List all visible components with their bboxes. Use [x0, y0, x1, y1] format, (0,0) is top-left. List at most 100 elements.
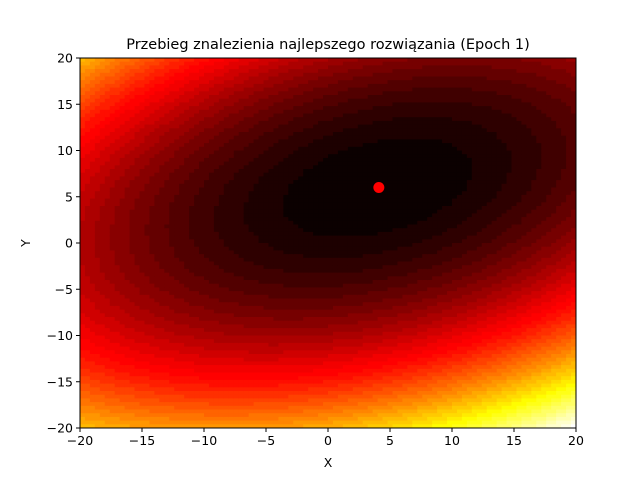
contour-cell [149, 298, 155, 303]
contour-cell [204, 416, 210, 422]
contour-cell [189, 379, 195, 385]
contour-cell [273, 202, 279, 207]
contour-cell [194, 180, 200, 185]
contour-cell [84, 254, 91, 259]
contour-cell [278, 402, 284, 407]
contour-cell [293, 139, 299, 144]
contour-cell [164, 91, 170, 96]
contour-cell [114, 80, 121, 85]
contour-cell [308, 309, 314, 314]
contour-cell [189, 206, 195, 211]
contour-cell [323, 302, 329, 307]
contour-cell [258, 402, 265, 407]
contour-cell [268, 106, 275, 111]
contour-cell [149, 261, 155, 266]
contour-cell [323, 346, 329, 351]
contour-cell [199, 379, 205, 385]
contour-cell [248, 346, 255, 351]
contour-cell [298, 339, 304, 344]
contour-cell [154, 172, 160, 177]
contour-cell [208, 180, 215, 185]
contour-cell [169, 146, 175, 152]
contour-cell [298, 291, 304, 296]
contour-cell [179, 191, 185, 196]
contour-cell [114, 283, 121, 288]
contour-cell [228, 243, 235, 248]
contour-cell [149, 132, 155, 137]
contour-cell [189, 217, 195, 222]
contour-cell [174, 420, 180, 425]
contour-cell [258, 58, 265, 63]
contour-cell [283, 280, 289, 285]
contour-cell [174, 146, 180, 152]
contour-cell [124, 143, 131, 148]
contour-cell [258, 291, 265, 296]
contour-cell [208, 305, 215, 311]
contour-cell [268, 298, 275, 303]
contour-cell [204, 402, 210, 407]
contour-cell [213, 391, 220, 396]
contour-cell [273, 391, 279, 396]
contour-cell [308, 250, 314, 255]
contour-cell [283, 143, 289, 148]
contour-cell [154, 87, 160, 92]
contour-cell [303, 157, 309, 163]
contour-cell [99, 95, 106, 100]
contour-cell [164, 328, 170, 333]
contour-cell [124, 265, 131, 270]
contour-cell [303, 135, 309, 140]
contour-cell [159, 324, 165, 329]
contour-cell [184, 143, 190, 148]
contour-cell [268, 376, 275, 381]
contour-cell [119, 69, 126, 74]
contour-cell [184, 206, 190, 211]
contour-cell [114, 213, 121, 218]
contour-cell [313, 250, 319, 255]
contour-cell [109, 176, 116, 181]
contour-cell [303, 354, 309, 359]
contour-cell [268, 61, 275, 66]
contour-cell [268, 398, 275, 403]
contour-cell [184, 391, 190, 396]
contour-cell [278, 342, 284, 348]
contour-cell [218, 424, 225, 428]
contour-cell [204, 335, 210, 340]
contour-cell [243, 117, 250, 122]
contour-cell [273, 209, 279, 214]
contour-cell [114, 265, 121, 270]
contour-cell [318, 272, 324, 277]
contour-cell [243, 272, 250, 277]
contour-cell [253, 268, 260, 274]
contour-cell [99, 317, 106, 322]
contour-cell [124, 180, 131, 185]
contour-cell [298, 61, 304, 66]
contour-cell [268, 180, 275, 185]
contour-cell [278, 243, 284, 248]
contour-cell [204, 220, 210, 226]
contour-cell [124, 58, 131, 63]
contour-cell [223, 98, 230, 103]
contour-cell [288, 124, 294, 129]
contour-cell [129, 102, 136, 107]
contour-cell [238, 379, 245, 385]
contour-cell [164, 420, 170, 425]
contour-cell [238, 250, 245, 255]
contour-cell [273, 313, 279, 318]
contour-cell [124, 95, 131, 100]
contour-cell [313, 87, 319, 92]
contour-cell [159, 287, 165, 292]
contour-cell [218, 254, 225, 259]
contour-cell [268, 80, 275, 85]
contour-cell [253, 161, 260, 166]
contour-cell [164, 213, 170, 218]
contour-cell [199, 287, 205, 292]
contour-cell [179, 261, 185, 266]
contour-cell [208, 239, 215, 244]
contour-cell [323, 58, 329, 63]
contour-cell [84, 202, 91, 207]
contour-cell [288, 287, 294, 292]
contour-cell [169, 117, 175, 122]
contour-cell [263, 61, 270, 66]
contour-cell [154, 72, 160, 78]
contour-cell [258, 183, 265, 189]
